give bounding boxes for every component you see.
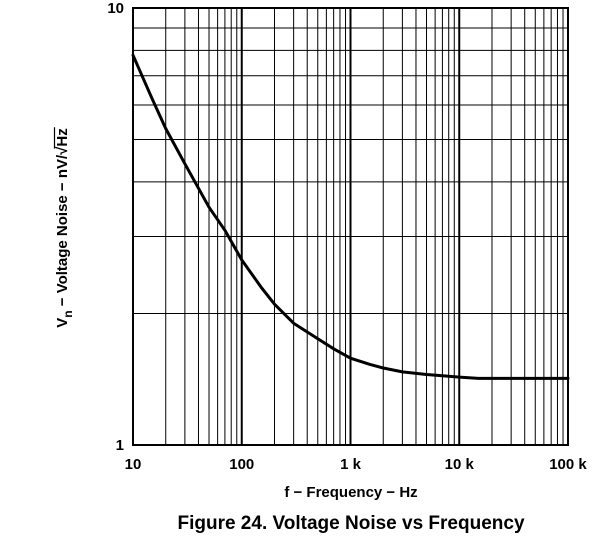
x-tick-label: 100 xyxy=(229,456,254,473)
y-axis-title-middle: − Voltage Noise − nV/ xyxy=(54,154,71,310)
y-tick-labels: 1 10 xyxy=(107,0,124,454)
y-axis-title-radicand: Hz xyxy=(54,128,71,146)
x-tick-label: 10 k xyxy=(445,456,475,473)
figure-caption: Figure 24. Voltage Noise vs Frequency xyxy=(177,513,524,534)
grid-minor-vertical xyxy=(165,8,564,445)
y-axis-title: Vn − Voltage Noise − nV/√Hz xyxy=(53,127,75,328)
y-axis-title-subscript: n xyxy=(61,310,75,317)
y-tick-label: 1 xyxy=(116,437,124,454)
y-tick-label: 10 xyxy=(107,0,124,17)
voltage-noise-curve xyxy=(131,53,570,380)
x-axis-title: f − Frequency − Hz xyxy=(284,484,417,501)
x-tick-label: 10 xyxy=(125,456,142,473)
grid-major-vertical xyxy=(240,8,461,445)
sqrt-symbol: √ xyxy=(54,146,71,155)
x-tick-label: 1 k xyxy=(340,456,362,473)
x-tick-labels: 10 100 1 k 10 k 100 k xyxy=(125,456,588,473)
x-tick-label: 100 k xyxy=(549,456,587,473)
y-axis-title-text: Vn − Voltage Noise − nV/√Hz xyxy=(54,128,75,328)
plot-frame xyxy=(132,7,569,446)
y-axis-title-prefix: V xyxy=(54,318,71,328)
